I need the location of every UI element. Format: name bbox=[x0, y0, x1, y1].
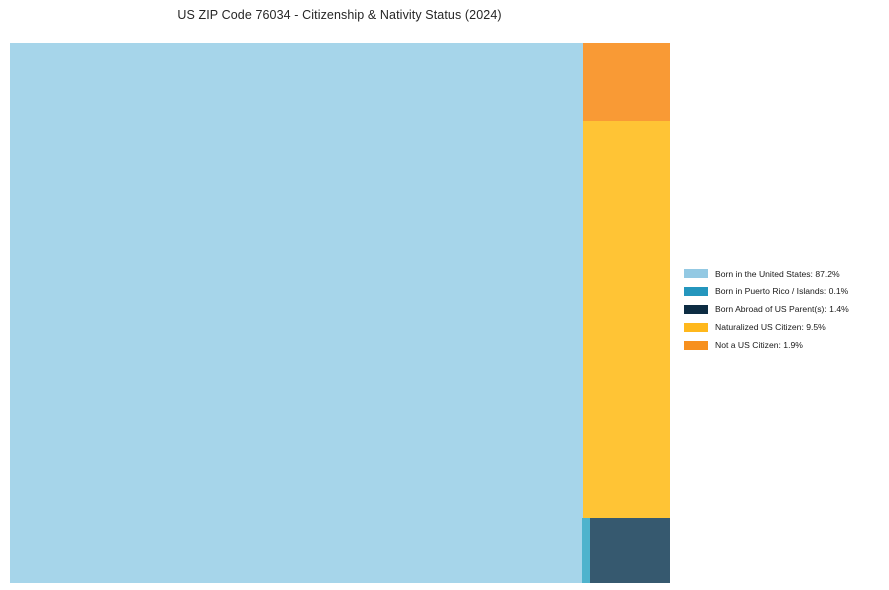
legend-swatch-icon-not-a-us-citizen bbox=[684, 340, 708, 350]
legend-label-naturalized-us-citizen: Naturalized US Citizen: 9.5% bbox=[715, 321, 826, 332]
chart-title: US ZIP Code 76034 - Citizenship & Nativi… bbox=[177, 8, 502, 22]
legend-item-born-in-puerto-rico-islands[interactable]: Born in Puerto Rico / Islands: 0.1% bbox=[684, 283, 884, 301]
legend-label-born-in-the-united-states: Born in the United States: 87.2% bbox=[715, 268, 840, 279]
treemap-tile-not-a-us-citizen[interactable] bbox=[583, 43, 670, 121]
treemap-tile-born-abroad-of-us-parents[interactable] bbox=[590, 518, 670, 583]
legend-item-born-in-the-united-states[interactable]: Born in the United States: 87.2% bbox=[684, 265, 884, 283]
treemap-tile-born-in-puerto-rico-islands[interactable] bbox=[582, 518, 590, 583]
treemap-tile-naturalized-us-citizen[interactable] bbox=[583, 121, 670, 518]
legend-item-naturalized-us-citizen[interactable]: Naturalized US Citizen: 9.5% bbox=[684, 318, 884, 336]
legend-item-born-abroad-of-us-parents[interactable]: Born Abroad of US Parent(s): 1.4% bbox=[684, 301, 884, 319]
legend-swatch-icon-naturalized-us-citizen bbox=[684, 322, 708, 332]
legend-label-born-abroad-of-us-parents: Born Abroad of US Parent(s): 1.4% bbox=[715, 304, 849, 315]
legend-item-not-a-us-citizen[interactable]: Not a US Citizen: 1.9% bbox=[684, 336, 884, 354]
chart-legend: Born in the United States: 87.2% Born in… bbox=[684, 265, 884, 354]
legend-swatch-icon-born-in-puerto-rico-islands bbox=[684, 287, 708, 297]
treemap-tile-born-in-the-united-states[interactable] bbox=[10, 43, 583, 583]
treemap-plot-area bbox=[10, 43, 670, 583]
legend-swatch-icon-born-abroad-of-us-parents bbox=[684, 304, 708, 314]
legend-label-born-in-puerto-rico-islands: Born in Puerto Rico / Islands: 0.1% bbox=[715, 286, 849, 297]
legend-label-not-a-us-citizen: Not a US Citizen: 1.9% bbox=[715, 339, 803, 350]
legend-swatch-icon-born-in-the-united-states bbox=[684, 269, 708, 279]
